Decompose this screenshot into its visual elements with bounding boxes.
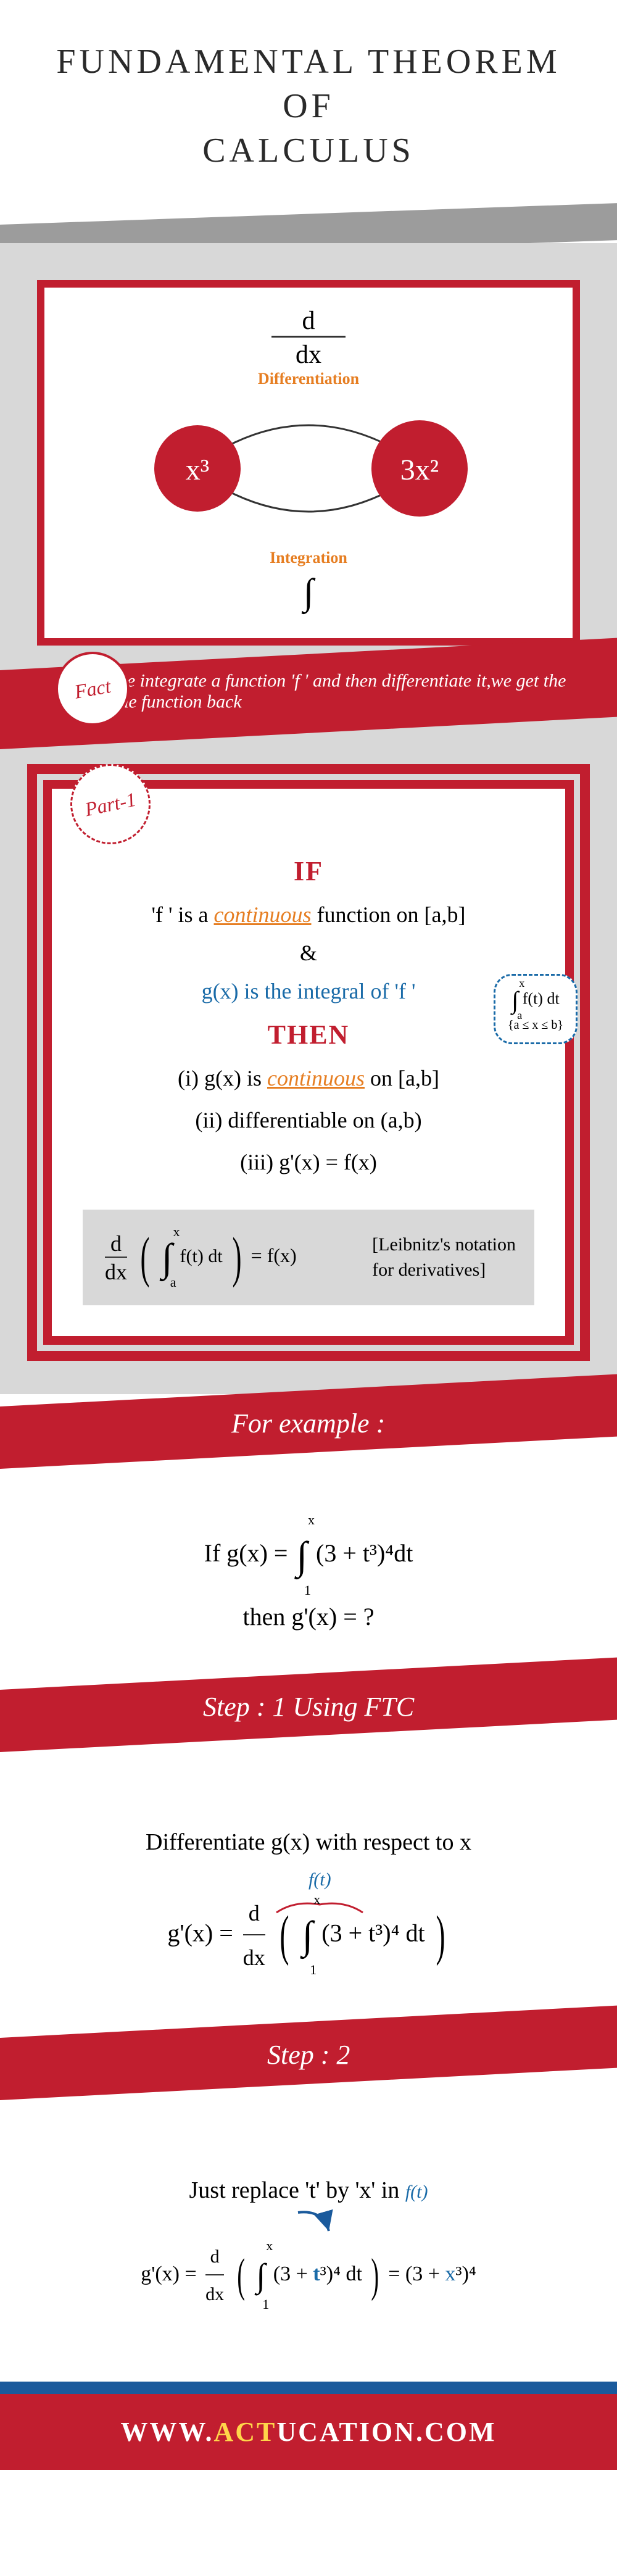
leib-eq: = f(x) xyxy=(251,1244,297,1266)
ex-lb: 1 xyxy=(304,1577,311,1603)
s1-rparen: ) xyxy=(436,1883,445,1988)
footer-post: UCATION.COM xyxy=(276,2417,496,2447)
leib-note-1: [Leibnitz's notation xyxy=(372,1232,516,1258)
leibniz-box: d dx ( x ∫ a f(t) dt ) = f(x) [Leibnitz'… xyxy=(83,1210,534,1305)
infographic-root: FUNDAMENTAL THEOREM OF CALCULUS d dx Dif… xyxy=(0,0,617,2470)
c1-post: on [a,b] xyxy=(365,1066,439,1091)
integral-op: ∫ xyxy=(69,571,548,613)
example-header-text: For example : xyxy=(231,1408,385,1439)
rparen: ) xyxy=(232,1226,241,1289)
hypothesis-2: g(x) is the integral of 'f ' xyxy=(83,974,534,1008)
step-2-body: Just replace 't' by 'x' in f(t) g'(x) = … xyxy=(0,2113,617,2358)
s1-lhs: g'(x) = xyxy=(167,1919,239,1947)
cloud-expr: f(t) dt xyxy=(523,989,560,1007)
leib-lb: a xyxy=(170,1274,176,1290)
integration-label: Integration xyxy=(69,549,548,567)
hyp1-pre: 'f ' is a xyxy=(152,902,214,927)
gray-region: d dx Differentiation x³ 3x² Integration … xyxy=(0,243,617,1394)
step-1-header-text: Step : 1 Using FTC xyxy=(203,1690,414,1722)
then-label: THEN xyxy=(83,1019,534,1050)
ex-int-sym: ∫ xyxy=(296,1534,307,1577)
conclusion-3: (iii) g'(x) = f(x) xyxy=(83,1145,534,1179)
s2-int-sym: ∫ xyxy=(256,2257,265,2294)
s2-lparen: ( xyxy=(237,2231,245,2320)
s1-lb: 1 xyxy=(310,1957,317,1983)
s2-ub: x xyxy=(266,2233,273,2259)
s1-int-sym: ∫ xyxy=(302,1913,313,1957)
leib-note-2: for derivatives] xyxy=(372,1258,516,1283)
s1-integrand: (3 + t³)⁴ dt xyxy=(321,1919,424,1947)
s1-num: d xyxy=(243,1892,265,1935)
hyp1-em: continuous xyxy=(214,902,312,927)
s1-den: dx xyxy=(243,1935,265,1979)
s1-lparen: ( xyxy=(280,1883,289,1988)
c1-em: continuous xyxy=(267,1066,365,1091)
part-1-badge: Part-1 xyxy=(63,757,158,852)
title-line-2: OF xyxy=(12,86,605,126)
cloud-annotation: x ∫ a f(t) dt {a ≤ x ≤ b} xyxy=(494,974,578,1044)
ampersand: & xyxy=(83,940,534,966)
example-question: If g(x) = x ∫ 1 (3 + t³)⁴dt then g'(x) =… xyxy=(0,1481,617,1677)
fact-wrap: If we integrate a function 'f ' and then… xyxy=(37,670,580,749)
s2-rparen: ) xyxy=(371,2231,379,2320)
cycle-left-node: x³ xyxy=(186,454,209,486)
leibniz-note: [Leibnitz's notation for derivatives] xyxy=(372,1232,516,1282)
leibniz-formula: d dx ( x ∫ a f(t) dt ) = f(x) xyxy=(101,1226,297,1289)
s2-desc-em: f(t) xyxy=(405,2182,428,2202)
s2-lb: 1 xyxy=(262,2291,269,2317)
s1-ub: x xyxy=(313,1887,320,1913)
leib-int: ∫ xyxy=(162,1236,173,1279)
cloud-ub: x xyxy=(519,977,524,990)
conclusion-2: (ii) differentiable on (a,b) xyxy=(83,1103,534,1137)
s2-ipre: (3 + xyxy=(273,2262,313,2285)
cloud: x ∫ a f(t) dt {a ≤ x ≤ b} xyxy=(494,974,578,1044)
cycle-diagram: d dx Differentiation x³ 3x² Integration … xyxy=(37,280,580,646)
footer-em: ACT xyxy=(214,2417,277,2447)
if-label: IF xyxy=(83,855,534,887)
cycle-svg: x³ 3x² xyxy=(123,388,494,549)
ex-integrand: (3 + t³)⁴dt xyxy=(316,1539,413,1567)
s2-lhs: g'(x) = xyxy=(141,2262,202,2285)
title-line-1: FUNDAMENTAL THEOREM xyxy=(12,42,605,81)
theorem-box: Part-1 IF 'f ' is a continuous function … xyxy=(43,780,574,1345)
leib-den: dx xyxy=(105,1258,127,1285)
differentiation-label: Differentiation xyxy=(69,370,548,388)
fact-text: If we integrate a function 'f ' and then… xyxy=(99,671,592,713)
leib-num: d xyxy=(105,1231,127,1258)
arrow-icon xyxy=(292,2206,341,2237)
header: FUNDAMENTAL THEOREM OF CALCULUS xyxy=(0,0,617,225)
hypothesis-1: 'f ' is a continuous function on [a,b] xyxy=(83,898,534,931)
step-2-header-text: Step : 2 xyxy=(267,2039,350,2071)
example-region: For example : If g(x) = x ∫ 1 (3 + t³)⁴d… xyxy=(0,1406,617,2357)
derivative-op-den: dx xyxy=(271,340,346,370)
hyp1-post: function on [a,b] xyxy=(312,902,466,927)
c1-pre: (i) g(x) is xyxy=(178,1066,267,1091)
s2-result: = (3 + x³)⁴ xyxy=(388,2262,476,2285)
leib-arg: f(t) dt xyxy=(180,1246,223,1266)
s2-ipost: ³)⁴ dt xyxy=(320,2262,362,2285)
title-line-3: CALCULUS xyxy=(12,131,605,170)
ex-ub: x xyxy=(308,1507,315,1533)
footer-pre: WWW. xyxy=(121,2417,214,2447)
ex-pre: If g(x) = xyxy=(204,1539,294,1567)
step-1-body: Differentiate g(x) with respect to x f(t… xyxy=(0,1764,617,2025)
leib-ub: x xyxy=(173,1224,180,1240)
step-1-desc: Differentiate g(x) with respect to x xyxy=(49,1820,568,1864)
derivative-op-num: d xyxy=(271,306,346,338)
cloud-lb: a xyxy=(517,1009,522,1022)
conclusion-1: (i) g(x) is continuous on [a,b] xyxy=(83,1062,534,1095)
cycle-right-node: 3x² xyxy=(400,454,439,486)
lparen: ( xyxy=(140,1226,149,1289)
s2-desc-pre: Just replace 't' by 'x' in xyxy=(189,2177,405,2203)
cloud-cond: {a ≤ x ≤ b} xyxy=(508,1018,563,1032)
s2-t: t xyxy=(313,2262,320,2285)
s2-num: d xyxy=(205,2239,224,2275)
footer: WWW.ACTUCATION.COM xyxy=(0,2382,617,2470)
s2-den: dx xyxy=(205,2275,224,2312)
